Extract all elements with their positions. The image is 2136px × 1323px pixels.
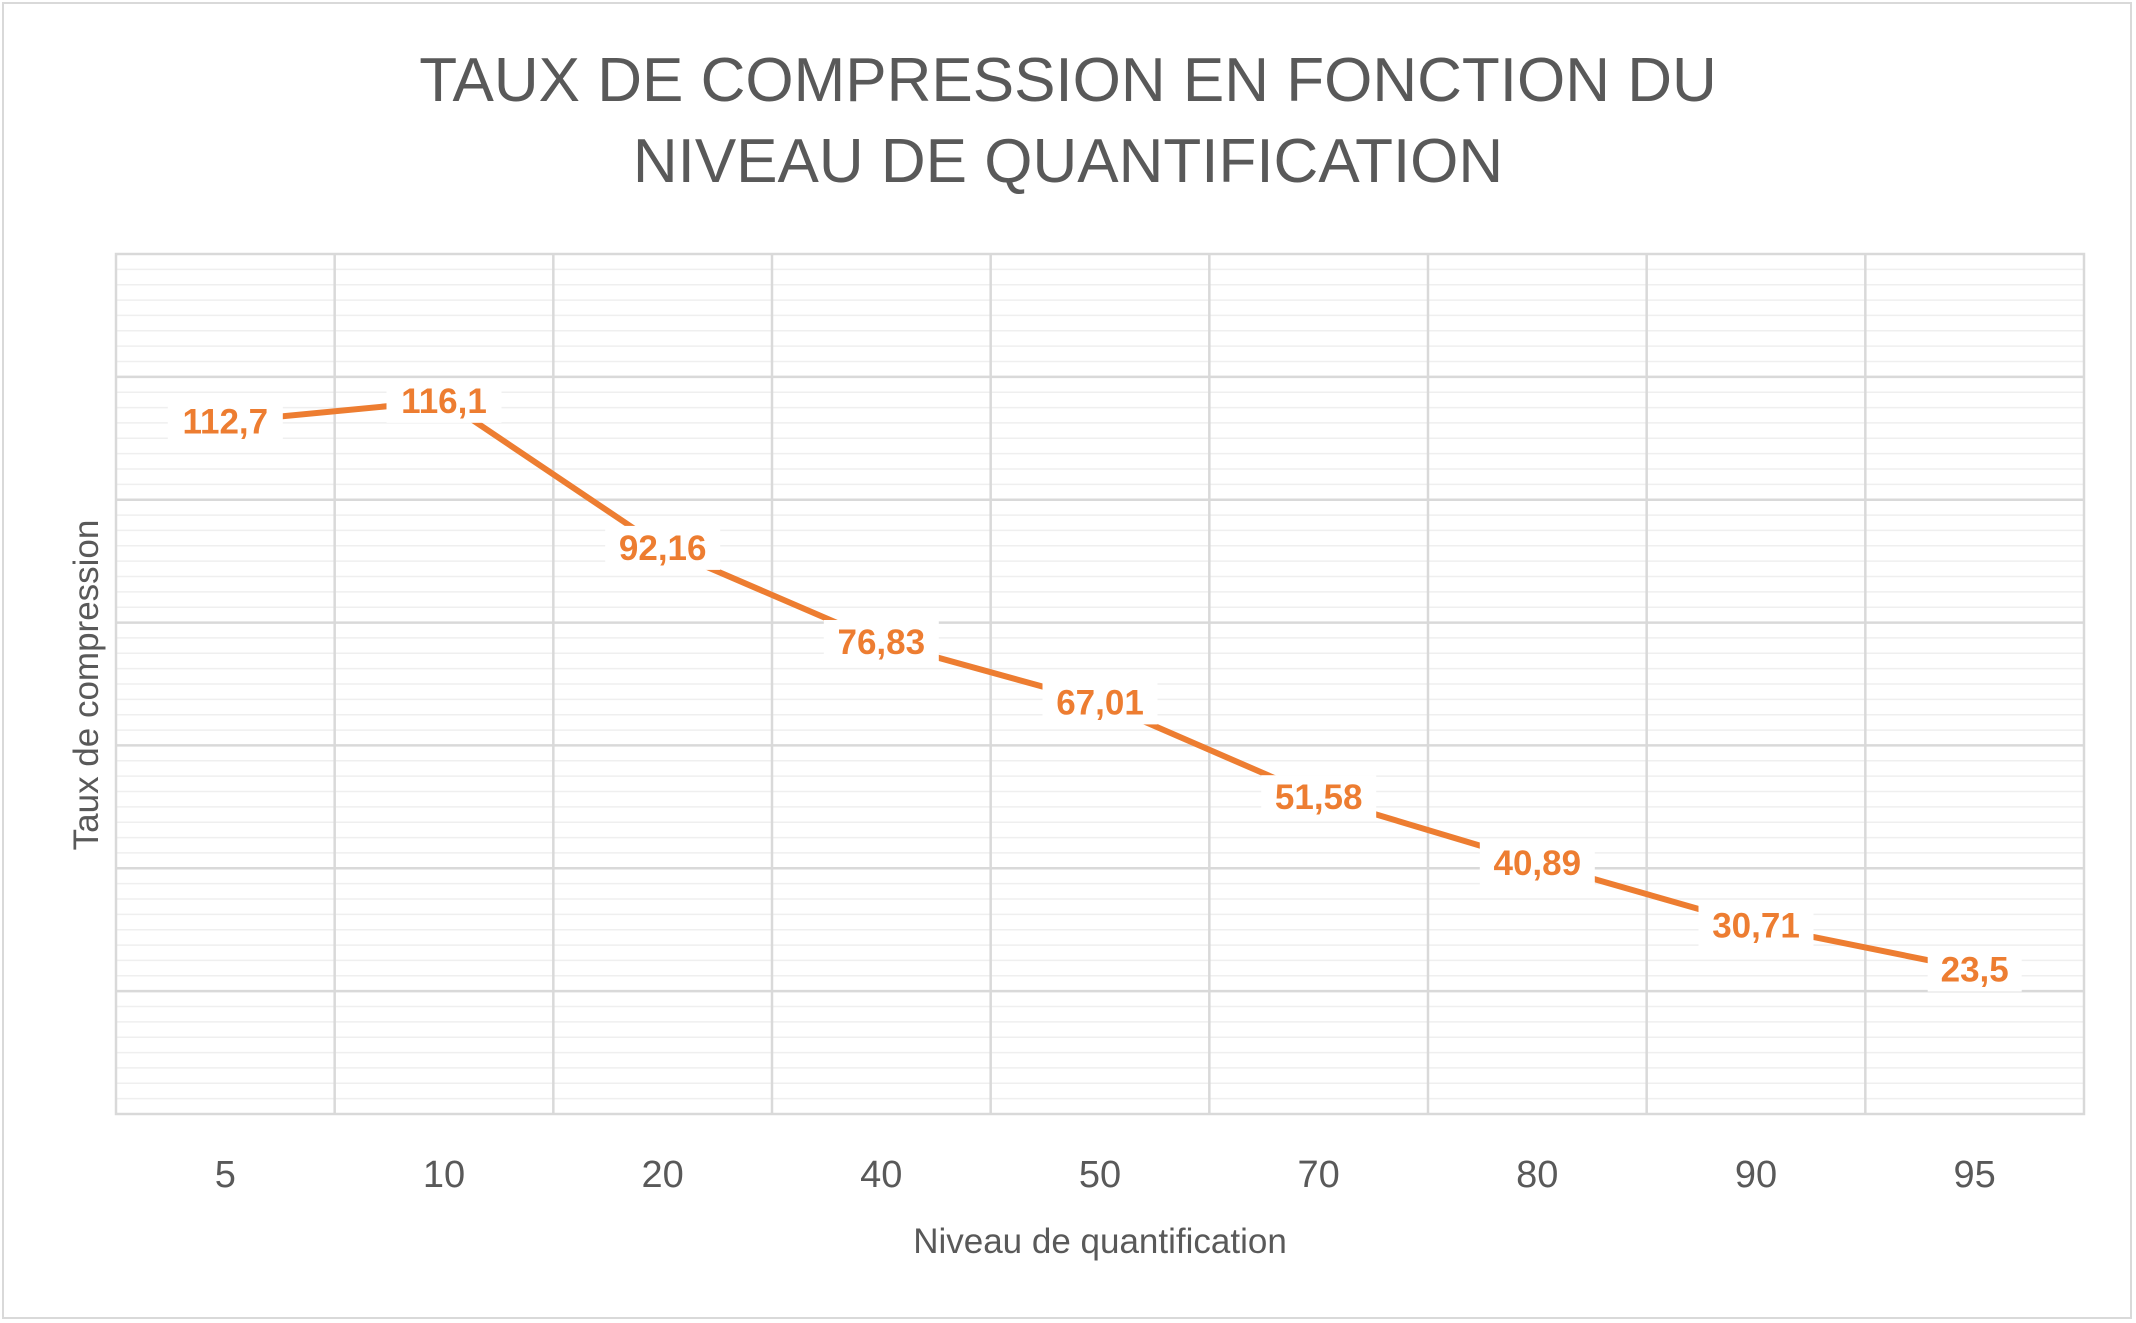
y-axis-title: Taux de compression [67,520,106,851]
x-tick-label: 90 [1735,1154,1777,1196]
data-label-background [1927,947,2022,992]
data-label: 116,1 [401,382,487,421]
data-label: 92,16 [619,529,707,568]
x-tick-label: 70 [1298,1154,1340,1196]
x-tick-label: 20 [642,1154,684,1196]
data-label: 67,01 [1056,683,1144,722]
data-labels: 112,7 116,1 92,16 76,83 67,01 51,58 40,89 30,71… [167,378,2022,992]
data-label: 76,83 [838,623,926,662]
x-tick-label: 5 [215,1154,236,1196]
data-label-background [1261,775,1377,820]
x-tick-label: 50 [1079,1154,1121,1196]
data-label-background [1698,903,1814,948]
data-label: 51,58 [1275,778,1363,817]
x-tick-label: 80 [1516,1154,1558,1196]
plot-area-outline [114,252,2086,1116]
x-tick-label: 40 [860,1154,902,1196]
major-gridlines [116,254,2084,1114]
x-axis-title: Niveau de quantification [913,1222,1287,1261]
chart-title: TAUX DE COMPRESSION EN FONCTION DU NIVEA… [0,40,2136,202]
data-label-background [1042,680,1158,725]
x-tick-label: 95 [1954,1154,1996,1196]
plot-area-border [114,252,2086,1116]
data-label: 112,7 [182,403,268,442]
data-label-background [167,399,283,444]
chart-title-text: TAUX DE COMPRESSION EN FONCTION DU NIVEA… [419,46,1717,196]
data-label-background [386,378,502,423]
x-tick-label: 10 [423,1154,465,1196]
data-label-background [823,620,939,664]
data-label: 30,71 [1712,906,1800,945]
data-label: 23,5 [1941,951,2009,990]
x-axis-tick-labels: 5 10 20 40 50 70 80 90 95 [215,1154,1996,1196]
data-label: 40,89 [1494,844,1582,883]
data-label-background [605,525,721,570]
data-label-background [1479,840,1595,885]
